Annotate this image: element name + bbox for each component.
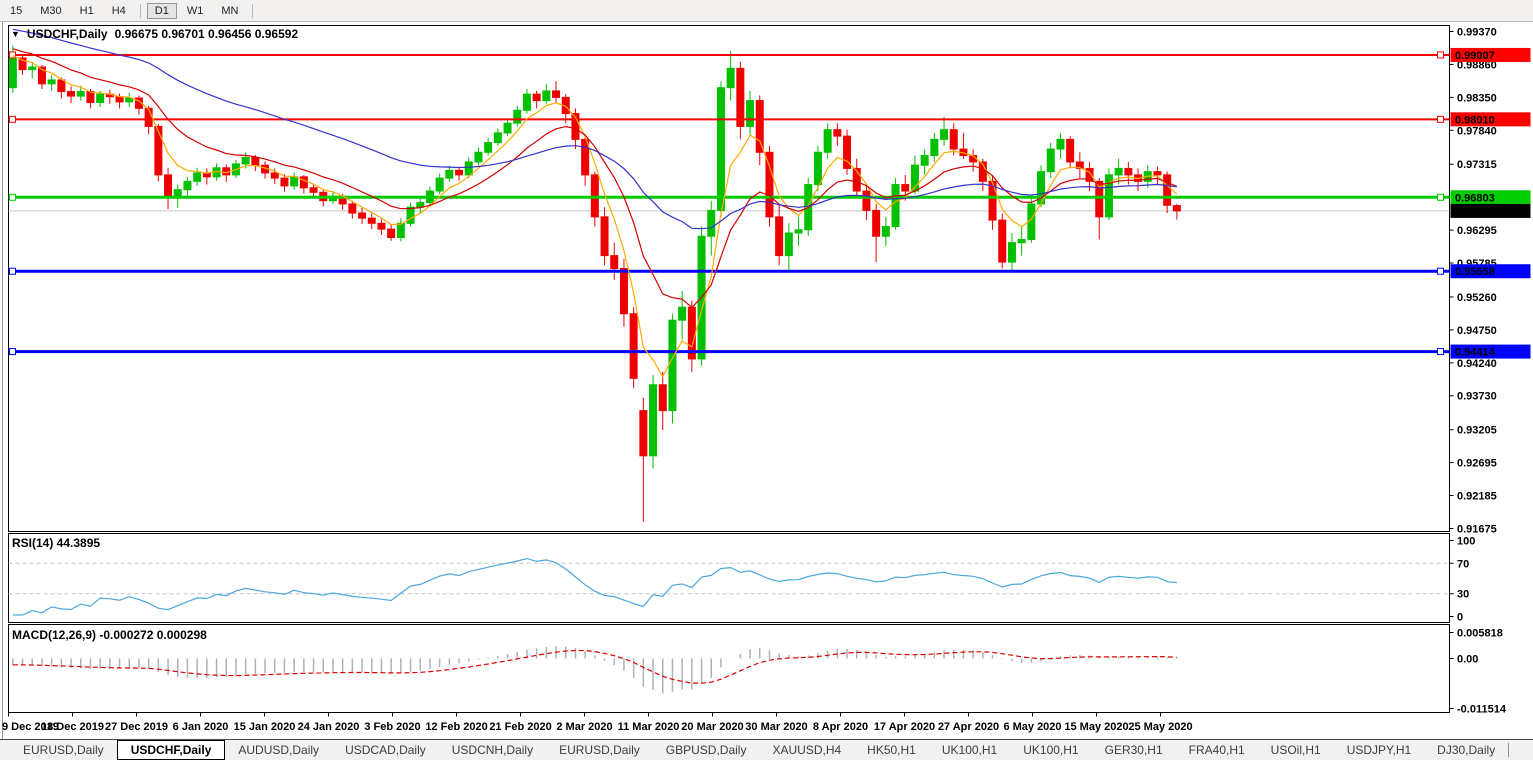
svg-text:0.97315: 0.97315 bbox=[1457, 159, 1497, 171]
svg-text:11 Mar 2020: 11 Mar 2020 bbox=[618, 721, 680, 733]
svg-text:27 Dec 2019: 27 Dec 2019 bbox=[105, 721, 168, 733]
chart-symbol-label: USDCHF,Daily bbox=[26, 27, 108, 41]
svg-text:0.94750: 0.94750 bbox=[1457, 325, 1497, 337]
rsi-indicator-label: RSI(14) 44.3895 bbox=[12, 536, 101, 550]
toolbar-divider bbox=[139, 3, 141, 18]
timeframe-toolbar: 15 M30 H1 H4 D1 W1 MN bbox=[0, 0, 1533, 22]
svg-text:70: 70 bbox=[1457, 558, 1469, 570]
svg-text:0.99370: 0.99370 bbox=[1457, 27, 1497, 39]
svg-text:21 Feb 2020: 21 Feb 2020 bbox=[489, 721, 551, 733]
svg-text:0.98010: 0.98010 bbox=[1455, 114, 1495, 126]
svg-text:100: 100 bbox=[1457, 536, 1475, 548]
macd-layer: 0.005818 0.00 -0.011514 bbox=[12, 628, 1507, 716]
svg-text:25 May 2020: 25 May 2020 bbox=[1128, 721, 1192, 733]
svg-text:3 Feb 2020: 3 Feb 2020 bbox=[364, 721, 420, 733]
panel-borders bbox=[2, 22, 1450, 739]
svg-text:0.92695: 0.92695 bbox=[1457, 458, 1497, 470]
chart-tab-bar: EURUSD,Daily USDCHF,Daily AUDUSD,Daily U… bbox=[0, 739, 1533, 760]
svg-text:24 Jan 2020: 24 Jan 2020 bbox=[298, 721, 360, 733]
ma-layer bbox=[12, 28, 1178, 378]
svg-text:6 May 2020: 6 May 2020 bbox=[1003, 721, 1061, 733]
svg-text:0.91675: 0.91675 bbox=[1457, 523, 1497, 535]
timeframe-h4-button[interactable]: H4 bbox=[104, 3, 134, 19]
tab-eurusd-daily-2[interactable]: EURUSD,Daily bbox=[559, 743, 640, 757]
tab-uk100-h1-1[interactable]: UK100,H1 bbox=[941, 743, 998, 757]
price-axis: 0.99370 0.98860 0.98350 0.97840 0.97315 0.962… bbox=[1449, 27, 1531, 535]
tab-usdcad-daily[interactable]: USDCAD,Daily bbox=[345, 743, 426, 757]
tab-gbpusd-daily[interactable]: GBPUSD,Daily bbox=[665, 743, 747, 757]
svg-text:0.96295: 0.96295 bbox=[1457, 225, 1497, 237]
svg-text:0.005818: 0.005818 bbox=[1457, 628, 1503, 640]
tabbar-divider bbox=[1508, 743, 1510, 757]
svg-text:0.93205: 0.93205 bbox=[1457, 425, 1497, 437]
macd-indicator-label: MACD(12,26,9) -0.000272 0.000298 bbox=[12, 628, 207, 642]
tab-eurusd-daily-1[interactable]: EURUSD,Daily bbox=[23, 743, 104, 757]
horizontal-lines-layer bbox=[8, 51, 1450, 356]
chart-title: ▼ USDCHF,Daily 0.96675 0.96701 0.96456 0… bbox=[11, 27, 298, 41]
svg-text:0.99007: 0.99007 bbox=[1455, 50, 1495, 62]
svg-text:15 May 2020: 15 May 2020 bbox=[1064, 721, 1128, 733]
ma-fast bbox=[12, 55, 1178, 378]
svg-text:0.94240: 0.94240 bbox=[1457, 358, 1497, 370]
ma-mid bbox=[12, 48, 1178, 309]
tab-usoil-h1[interactable]: USOil,H1 bbox=[1270, 743, 1321, 757]
tab-audusd-daily[interactable]: AUDUSD,Daily bbox=[238, 743, 320, 757]
tab-usdchf-daily[interactable]: USDCHF,Daily bbox=[116, 740, 226, 760]
svg-text:0.94414: 0.94414 bbox=[1455, 347, 1496, 359]
timeframe-mn-button[interactable]: MN bbox=[213, 3, 246, 19]
svg-text:8 Apr 2020: 8 Apr 2020 bbox=[813, 721, 868, 733]
svg-text:30: 30 bbox=[1457, 589, 1469, 601]
tab-ger30-h1[interactable]: GER30,H1 bbox=[1104, 743, 1163, 757]
ma-slow bbox=[12, 28, 1177, 230]
chart-ohlc-values: 0.96675 0.96701 0.96456 0.96592 bbox=[114, 27, 299, 41]
tab-usdcnh-daily[interactable]: USDCNH,Daily bbox=[451, 743, 534, 757]
svg-text:0.93730: 0.93730 bbox=[1457, 391, 1497, 403]
tab-uk100-h1-2[interactable]: UK100,H1 bbox=[1023, 743, 1079, 757]
timeframe-m30-button[interactable]: M30 bbox=[32, 3, 69, 19]
tab-fra40-h1[interactable]: FRA40,H1 bbox=[1188, 743, 1245, 757]
svg-text:30 Mar 2020: 30 Mar 2020 bbox=[745, 721, 807, 733]
svg-text:9 Dec 2019: 9 Dec 2019 bbox=[2, 721, 59, 733]
symbol-dropdown-icon[interactable]: ▼ bbox=[11, 29, 20, 39]
chart-canvas[interactable]: 0.99370 0.98860 0.98350 0.97840 0.97315 0.962… bbox=[0, 22, 1533, 739]
svg-text:0.00: 0.00 bbox=[1457, 654, 1478, 666]
svg-text:20 Mar 2020: 20 Mar 2020 bbox=[681, 721, 743, 733]
timeframe-w1-button[interactable]: W1 bbox=[179, 3, 212, 19]
svg-text:0.92185: 0.92185 bbox=[1457, 491, 1497, 503]
svg-text:15 Jan 2020: 15 Jan 2020 bbox=[234, 721, 296, 733]
rsi-layer: 100 70 30 0 bbox=[8, 536, 1475, 624]
svg-text:0.95260: 0.95260 bbox=[1457, 292, 1497, 304]
svg-text:0.95658: 0.95658 bbox=[1455, 266, 1495, 278]
svg-text:17 Apr 2020: 17 Apr 2020 bbox=[874, 721, 935, 733]
svg-text:0.97840: 0.97840 bbox=[1457, 125, 1497, 137]
tab-xauusd-h4[interactable]: XAUUSD,H4 bbox=[772, 743, 842, 757]
timeframe-15-button[interactable]: 15 bbox=[2, 3, 30, 19]
tab-dj30-daily[interactable]: DJ30,Daily bbox=[1437, 743, 1496, 757]
tab-hk50-h1[interactable]: HK50,H1 bbox=[867, 743, 916, 757]
svg-text:0: 0 bbox=[1457, 612, 1463, 624]
tab-usdjpy-h1[interactable]: USDJPY,H1 bbox=[1346, 743, 1412, 757]
svg-text:0.96592: 0.96592 bbox=[1455, 206, 1495, 218]
svg-text:18 Dec 2019: 18 Dec 2019 bbox=[41, 721, 104, 733]
svg-text:27 Apr 2020: 27 Apr 2020 bbox=[938, 721, 999, 733]
svg-text:12 Feb 2020: 12 Feb 2020 bbox=[425, 721, 487, 733]
svg-text:0.96803: 0.96803 bbox=[1455, 192, 1495, 204]
timeframe-d1-button[interactable]: D1 bbox=[146, 2, 177, 19]
svg-text:-0.011514: -0.011514 bbox=[1457, 704, 1507, 716]
timeframe-h1-button[interactable]: H1 bbox=[72, 3, 102, 19]
svg-text:6 Jan 2020: 6 Jan 2020 bbox=[173, 721, 229, 733]
svg-text:2 Mar 2020: 2 Mar 2020 bbox=[556, 721, 612, 733]
svg-text:0.98350: 0.98350 bbox=[1457, 92, 1497, 104]
price-chart-svg[interactable]: 0.99370 0.98860 0.98350 0.97840 0.97315 0.962… bbox=[0, 22, 1533, 739]
toolbar-divider bbox=[252, 3, 254, 18]
svg-text:0.98860: 0.98860 bbox=[1457, 59, 1497, 71]
